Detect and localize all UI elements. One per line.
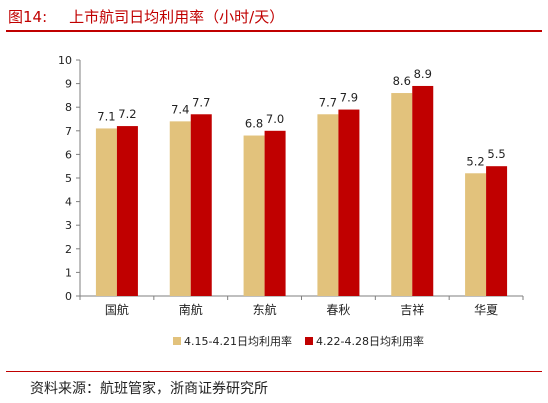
- figure-label: 图14:: [8, 8, 48, 26]
- data-label: 7.9: [340, 91, 358, 105]
- data-label: 7.0: [266, 112, 284, 126]
- data-label: 7.7: [319, 95, 337, 109]
- source-note: 资料来源：航班管家，浙商证券研究所: [30, 381, 268, 397]
- y-tick-label: 4: [65, 196, 72, 209]
- x-tick-label: 东航: [253, 302, 277, 317]
- bar: [95, 128, 117, 296]
- y-tick-label: 5: [65, 172, 72, 185]
- bar: [116, 126, 138, 296]
- x-tick-label: 华夏: [474, 303, 498, 317]
- data-label: 7.1: [97, 109, 115, 123]
- figure-title: 图14: 上市航司日均利用率（小时/天）: [8, 6, 284, 27]
- bar: [317, 114, 339, 296]
- legend-label: 4.15-4.21日均利用率: [184, 334, 292, 348]
- legend-swatch: [305, 337, 313, 345]
- x-tick-label: 吉祥: [400, 303, 424, 317]
- y-tick-label: 10: [58, 54, 72, 67]
- data-label: 6.8: [245, 117, 263, 131]
- bar: [465, 173, 487, 296]
- data-label: 8.9: [414, 67, 432, 81]
- y-tick-label: 2: [65, 243, 72, 256]
- y-tick-label: 9: [65, 78, 72, 91]
- x-tick-label: 春秋: [326, 303, 350, 317]
- y-tick-label: 0: [65, 290, 72, 303]
- data-label: 5.2: [466, 154, 484, 168]
- bar: [190, 114, 212, 296]
- bar: [169, 121, 191, 296]
- bar: [243, 135, 265, 296]
- x-tick-label: 国航: [105, 302, 129, 317]
- y-tick-label: 1: [65, 266, 72, 279]
- bar: [264, 130, 286, 296]
- data-label: 7.2: [118, 107, 136, 121]
- bar: [391, 93, 413, 296]
- y-tick-label: 8: [65, 101, 72, 114]
- title-rule: [6, 30, 542, 32]
- y-tick-label: 6: [65, 148, 72, 161]
- data-label: 7.7: [192, 95, 210, 109]
- source-rule: [6, 371, 542, 372]
- data-label: 8.6: [393, 74, 411, 88]
- data-label: 5.5: [487, 147, 505, 161]
- y-tick-label: 3: [65, 219, 72, 232]
- bar: [338, 109, 360, 296]
- bar: [412, 85, 434, 297]
- y-tick-label: 7: [65, 125, 72, 138]
- legend-swatch: [173, 337, 181, 345]
- figure-title-text: 上市航司日均利用率（小时/天）: [69, 8, 285, 26]
- x-tick-label: 南航: [179, 302, 203, 317]
- bar: [486, 166, 508, 296]
- data-label: 7.4: [171, 102, 189, 116]
- legend-label: 4.22-4.28日均利用率: [316, 334, 424, 348]
